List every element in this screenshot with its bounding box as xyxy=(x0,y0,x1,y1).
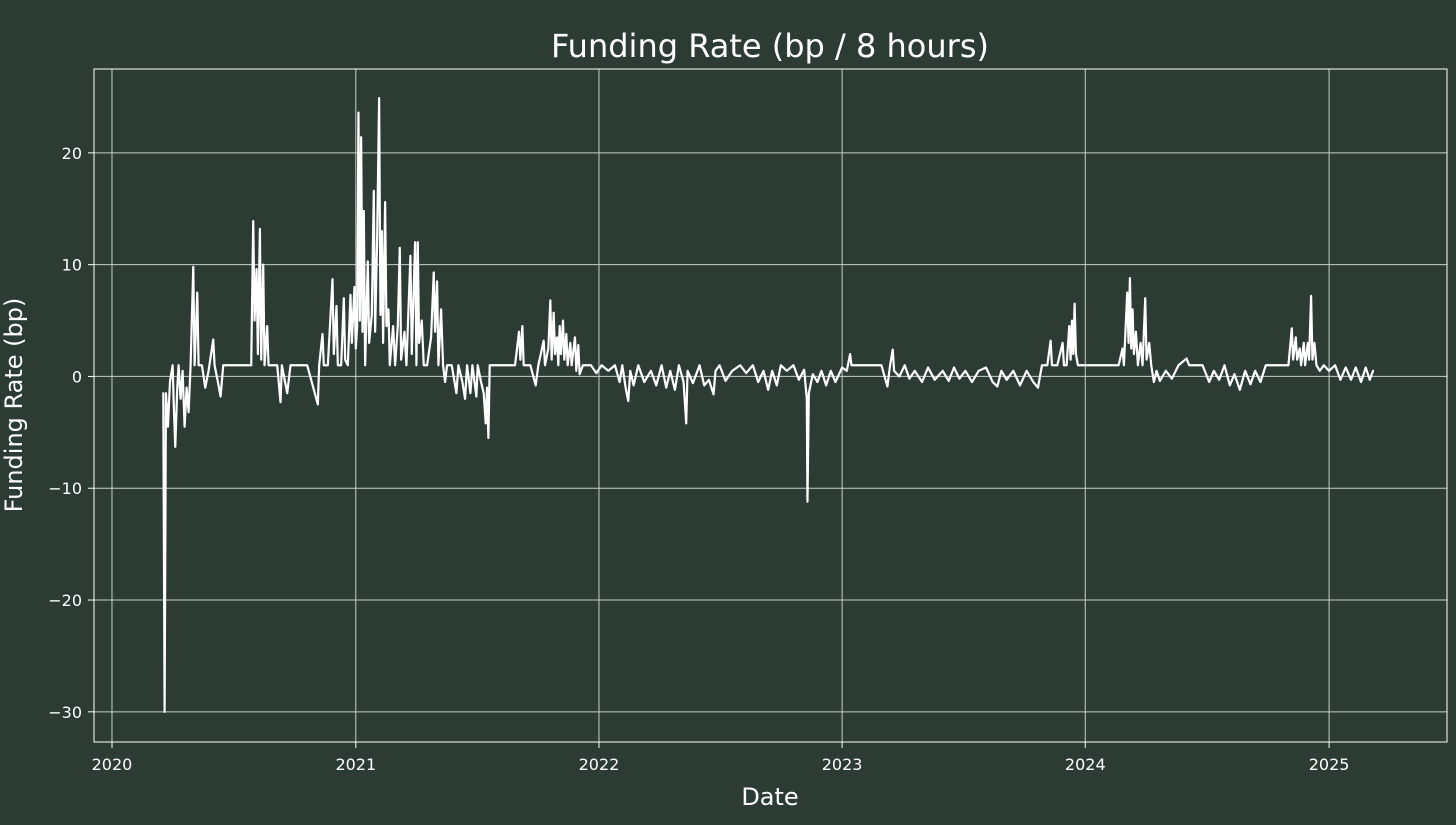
x-axis-ticks: 2020 2021 2022 2023 2024 2025 xyxy=(92,742,1350,774)
y-tick-label: 0 xyxy=(72,367,82,386)
x-tick-label: 2023 xyxy=(822,755,863,774)
y-tick-label: −30 xyxy=(48,703,82,722)
y-tick-label: 10 xyxy=(62,256,82,275)
x-tick-label: 2021 xyxy=(335,755,376,774)
funding-rate-line xyxy=(162,96,1375,713)
x-tick-label: 2020 xyxy=(92,755,133,774)
y-tick-label: −10 xyxy=(48,479,82,498)
y-tick-label: −20 xyxy=(48,591,82,610)
y-tick-label: 20 xyxy=(62,144,82,163)
x-axis-title: Date xyxy=(741,783,798,811)
x-tick-label: 2024 xyxy=(1065,755,1106,774)
plot-frame xyxy=(93,68,1448,743)
chart-title: Funding Rate (bp / 8 hours) xyxy=(551,27,989,65)
y-axis-title: Funding Rate (bp) xyxy=(0,298,28,513)
x-tick-label: 2022 xyxy=(579,755,620,774)
series-layer xyxy=(162,96,1375,713)
x-tick-label: 2025 xyxy=(1309,755,1350,774)
y-axis-ticks: −30 −20 −10 0 10 20 xyxy=(48,144,94,722)
